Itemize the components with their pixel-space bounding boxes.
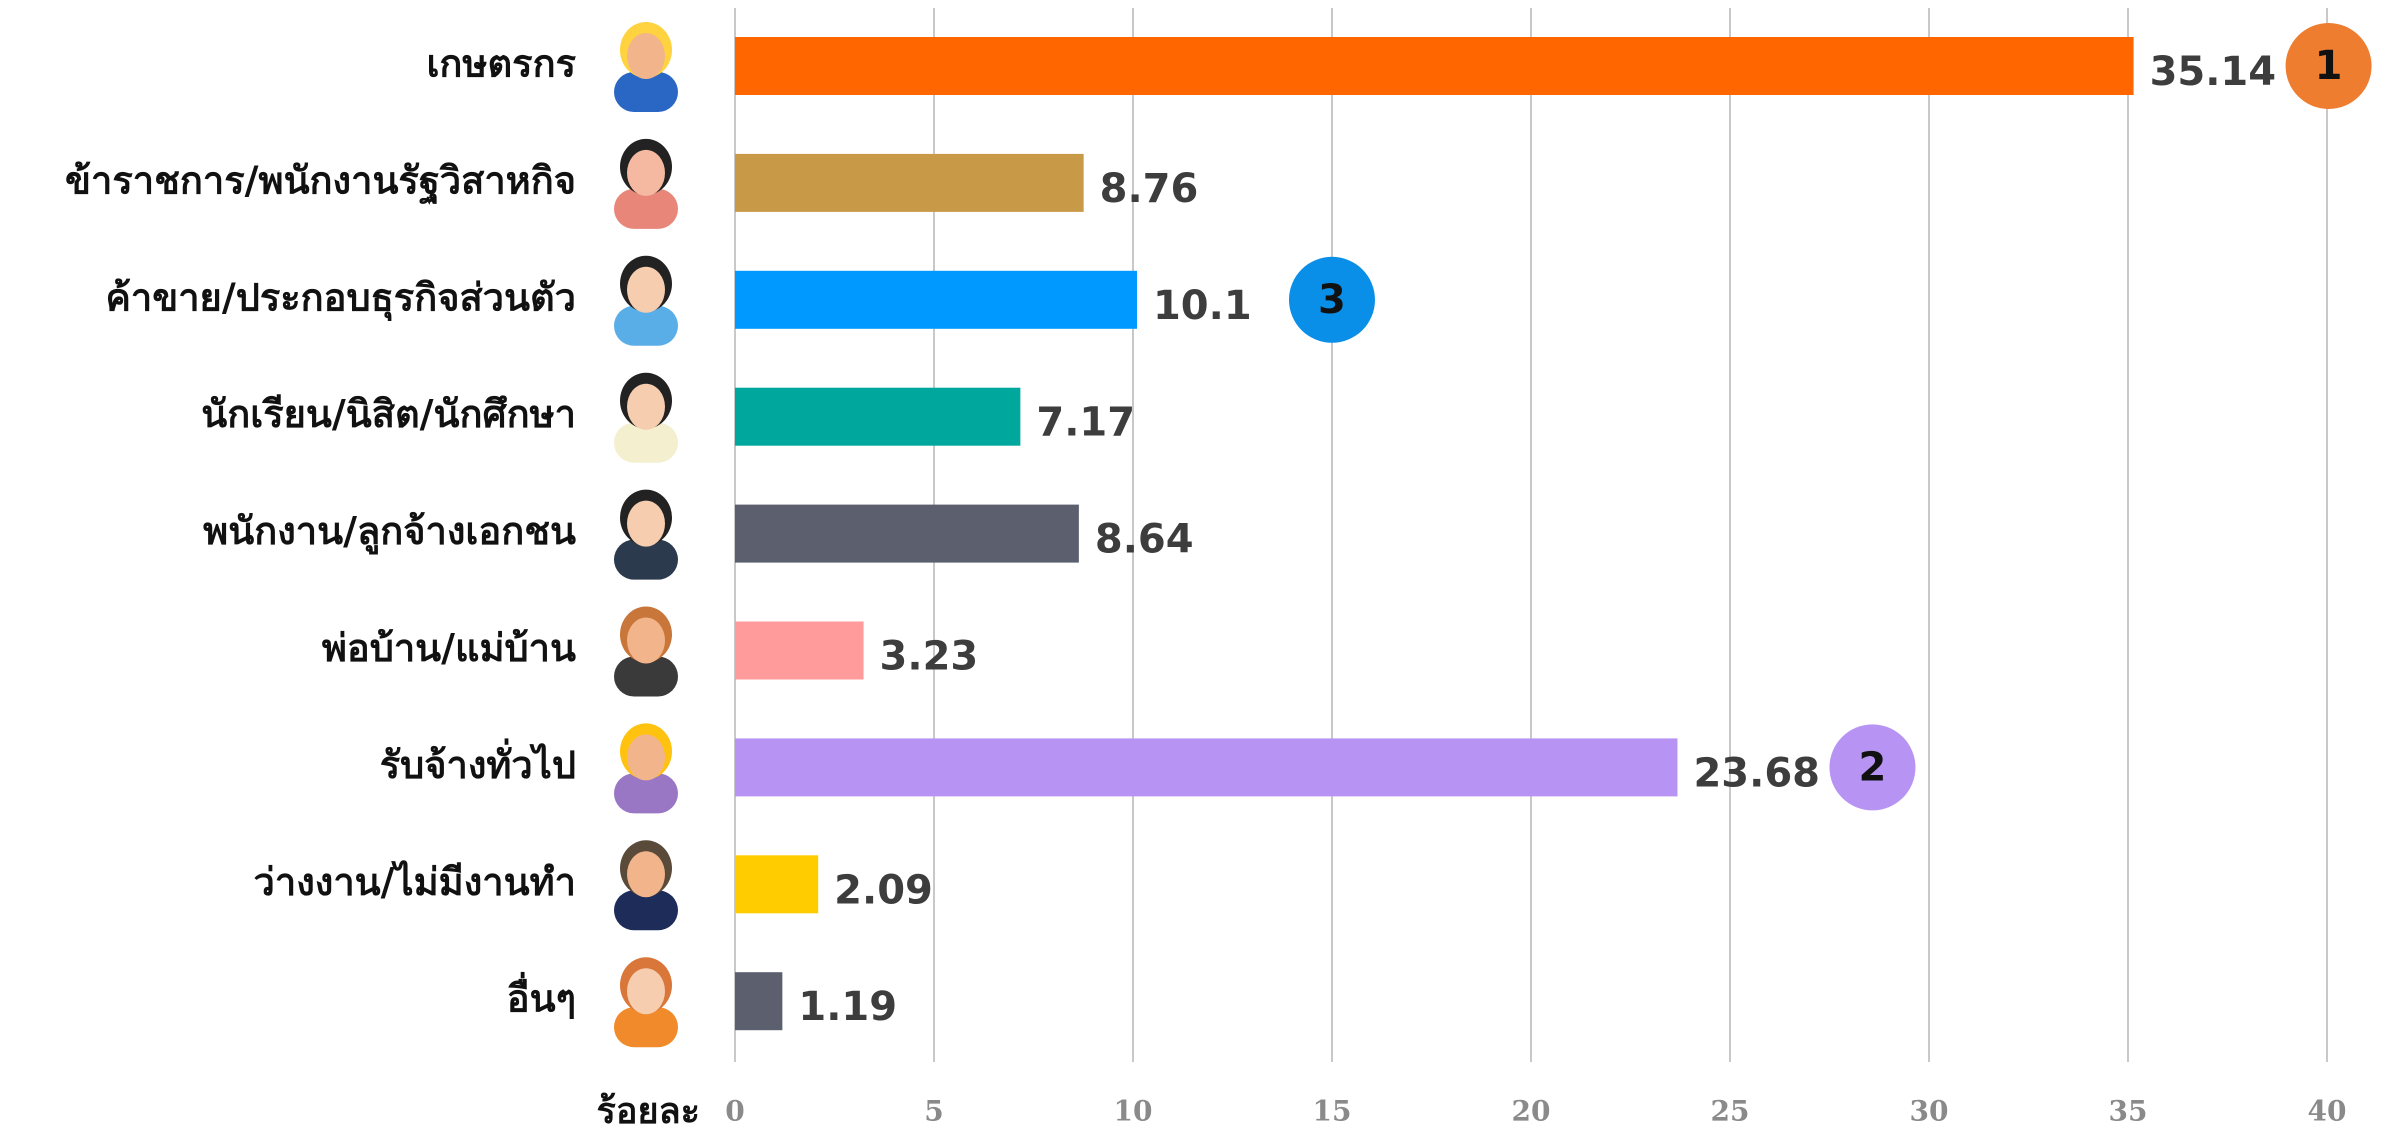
icon-face — [627, 33, 665, 79]
value-label: 35.14 — [2150, 49, 2277, 95]
x-tick-label: 25 — [1711, 1095, 1750, 1128]
icon-body — [614, 422, 678, 463]
person-icon — [614, 957, 678, 1048]
x-tick-label: 15 — [1313, 1095, 1352, 1128]
x-tick-label: 40 — [2308, 1095, 2347, 1128]
value-label: 7.17 — [1036, 400, 1135, 446]
icon-face — [627, 266, 665, 313]
x-tick-label: 20 — [1512, 1095, 1551, 1128]
icon-body — [614, 890, 678, 931]
category-label: รับจ้างทั่วไป — [380, 738, 576, 787]
icon-face — [627, 500, 665, 547]
bar — [735, 855, 819, 914]
person-icon — [614, 138, 678, 229]
icon-body — [614, 656, 678, 697]
bar — [735, 37, 2134, 95]
value-label: 10.1 — [1153, 283, 1252, 329]
category-label: ว่างงาน/ไม่มีงานทำ — [254, 860, 576, 904]
icon-body — [614, 305, 678, 346]
person-icon — [614, 255, 678, 346]
person-icon — [614, 840, 678, 931]
x-tick-label: 30 — [1910, 1095, 1949, 1128]
category-label: ค้าขาย/ประกอบธุรกิจส่วนตัว — [105, 275, 576, 321]
person-icon — [614, 22, 678, 112]
icon-body — [614, 72, 678, 112]
category-label: พ่อบ้าน/แม่บ้าน — [322, 626, 576, 670]
person-icon — [614, 723, 678, 814]
x-axis-label: ร้อยละ — [597, 1091, 700, 1131]
value-label: 2.09 — [834, 867, 933, 913]
icon-body — [614, 539, 678, 580]
category-label: อื่นๆ — [507, 972, 576, 1021]
bar — [735, 504, 1079, 563]
icon-body — [614, 188, 678, 229]
x-tick-label: 10 — [1114, 1095, 1153, 1128]
value-label: 8.76 — [1100, 166, 1199, 212]
category-label: เกษตรกร — [426, 42, 576, 86]
category-label: นักเรียน/นิสิต/นักศึกษา — [201, 392, 576, 436]
rank-label: 1 — [2315, 43, 2343, 89]
rank-badge — [1829, 724, 1916, 811]
icon-face — [627, 383, 665, 430]
rank-badge — [1288, 256, 1375, 343]
value-label: 3.23 — [880, 634, 979, 680]
icon-face — [627, 734, 665, 781]
x-tick-label: 35 — [2109, 1095, 2148, 1128]
rank-label: 2 — [1859, 744, 1887, 790]
bar — [735, 270, 1137, 329]
bar — [735, 387, 1021, 446]
icon-face — [627, 617, 665, 664]
icon-body — [614, 1007, 678, 1048]
person-icon — [614, 606, 678, 697]
bar — [735, 738, 1678, 797]
x-tick-label: 5 — [924, 1095, 943, 1128]
person-icon — [614, 372, 678, 463]
x-tick-label: 0 — [725, 1095, 744, 1128]
bar — [735, 153, 1084, 212]
icon-face — [627, 968, 665, 1015]
icon-face — [627, 149, 665, 196]
category-label: พนักงาน/ลูกจ้างเอกชน — [203, 509, 576, 555]
rank-label: 3 — [1318, 277, 1346, 323]
rank-badge — [2285, 23, 2372, 109]
value-label: 1.19 — [798, 984, 897, 1030]
bar — [735, 972, 783, 1031]
category-label: ข้าราชการ/พนักงานรัฐวิสาหกิจ — [65, 158, 576, 205]
icon-body — [614, 773, 678, 814]
bar — [735, 621, 864, 680]
icon-face — [627, 851, 665, 898]
value-label: 8.64 — [1095, 517, 1194, 563]
person-icon — [614, 489, 678, 580]
value-label: 23.68 — [1693, 750, 1820, 796]
